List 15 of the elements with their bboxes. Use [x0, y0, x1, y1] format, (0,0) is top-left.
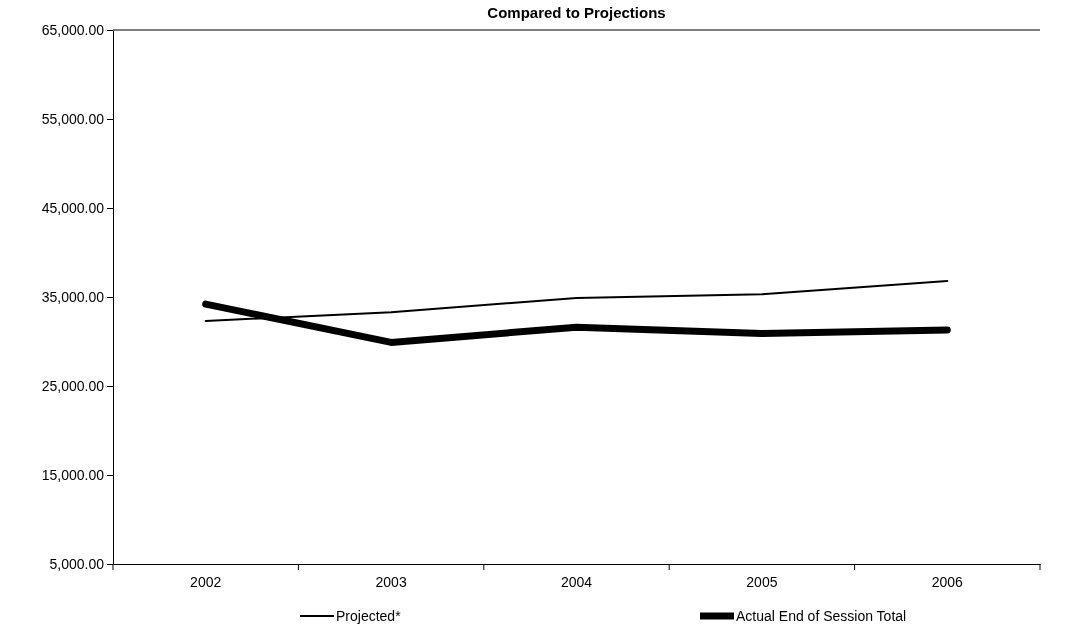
legend-label: Projected*	[336, 608, 402, 624]
y-tick-label: 35,000.00	[41, 288, 105, 305]
chart-title: Compared to Projections	[487, 4, 666, 21]
y-tick-label: 55,000.00	[41, 110, 105, 127]
y-tick-label: 25,000.00	[41, 377, 105, 394]
y-tick-label: 15,000.00	[41, 466, 105, 483]
x-tick-label: 2006	[931, 573, 964, 590]
x-tick-label: 2004	[560, 573, 593, 590]
y-tick-label: 65,000.00	[41, 21, 105, 38]
y-tick-label: 5,000.00	[49, 555, 105, 572]
x-tick-label: 2002	[190, 573, 222, 590]
legend-label: Actual End of Session Total	[736, 608, 907, 624]
y-tick-label: 45,000.00	[41, 199, 105, 216]
x-tick-label: 2005	[746, 573, 778, 590]
x-tick-label: 2003	[375, 573, 407, 590]
